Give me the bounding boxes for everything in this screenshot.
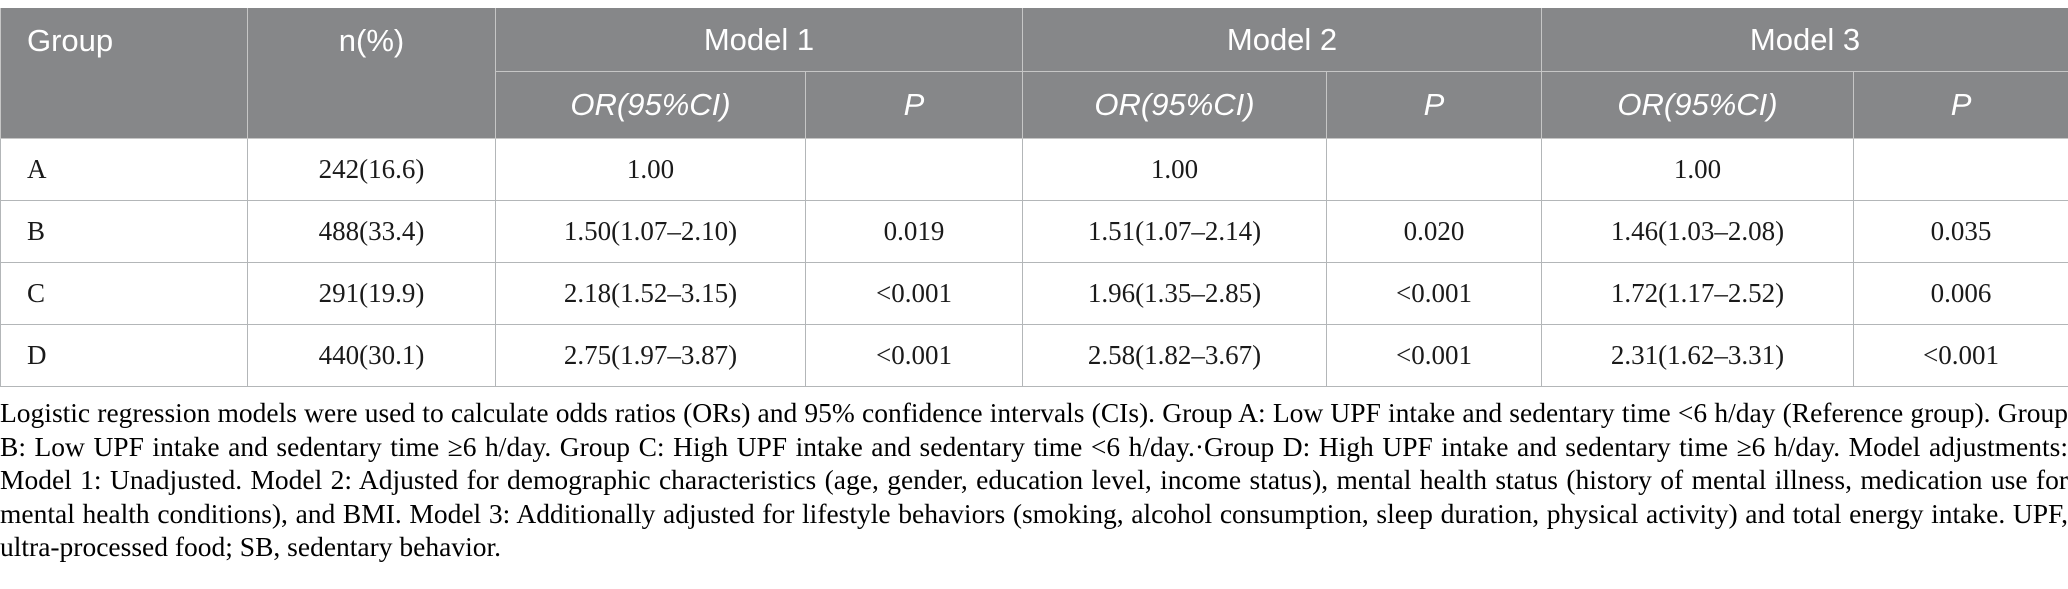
cell-model3-p: 0.035: [1853, 200, 2068, 263]
subheader-model1-or: OR(95%CI): [495, 71, 806, 139]
cell-model3-or: 1.72(1.17–2.52): [1541, 262, 1855, 325]
cell-n-pct: 440(30.1): [247, 324, 496, 387]
column-header-model-2: Model 2: [1022, 8, 1543, 72]
cell-model2-or: 2.58(1.82–3.67): [1022, 324, 1328, 387]
cell-group: D: [0, 324, 248, 387]
column-header-model-1: Model 1: [494, 8, 1024, 72]
cell-n-pct: 488(33.4): [247, 200, 496, 263]
column-header-n-pct: n(%): [247, 8, 496, 139]
cell-group: A: [0, 138, 248, 201]
table-row-group-d: D 440(30.1) 2.75(1.97–3.87) <0.001 2.58(…: [0, 324, 2068, 387]
header-row-2: OR(95%CI) P OR(95%CI) P OR(95%CI) P: [1, 71, 2068, 139]
subheader-model2-or: OR(95%CI): [1022, 71, 1328, 139]
cell-model1-or: 1.00: [495, 138, 806, 201]
cell-model2-or: 1.51(1.07–2.14): [1022, 200, 1328, 263]
cell-model3-or: 1.46(1.03–2.08): [1541, 200, 1855, 263]
cell-model2-or: 1.00: [1022, 138, 1328, 201]
subheader-model3-p: P: [1853, 71, 2068, 139]
cell-model2-p: 0.020: [1326, 200, 1543, 263]
cell-group: B: [0, 200, 248, 263]
cell-model1-or: 2.18(1.52–3.15): [495, 262, 806, 325]
cell-n-pct: 291(19.9): [247, 262, 496, 325]
header-row-1: Group n(%) Model 1 Model 2 Model 3: [0, 8, 2068, 139]
cell-model3-p: 0.006: [1853, 262, 2068, 325]
cell-model3-or: 1.00: [1541, 138, 1855, 201]
table-footnote: Logistic regression models were used to …: [0, 397, 2068, 562]
subheader-model1-p: P: [804, 71, 1024, 139]
table-row-group-b: B 488(33.4) 1.50(1.07–2.10) 0.019 1.51(1…: [0, 200, 2068, 263]
cell-model1-p: <0.001: [804, 324, 1024, 387]
cell-model2-p: [1326, 138, 1543, 201]
subheader-model2-p: P: [1326, 71, 1543, 139]
cell-model1-p: <0.001: [804, 262, 1024, 325]
cell-model2-or: 1.96(1.35–2.85): [1022, 262, 1328, 325]
table-row-group-a: A 242(16.6) 1.00 1.00 1.00: [0, 138, 2068, 201]
subheader-model3-or: OR(95%CI): [1541, 71, 1855, 139]
table-body: A 242(16.6) 1.00 1.00 1.00 B 488(33.4) 1…: [0, 138, 2068, 387]
column-header-model-3: Model 3: [1541, 8, 2068, 72]
cell-model3-or: 2.31(1.62–3.31): [1541, 324, 1855, 387]
cell-model3-p: <0.001: [1853, 324, 2068, 387]
cell-model1-or: 1.50(1.07–2.10): [495, 200, 806, 263]
cell-model1-or: 2.75(1.97–3.87): [495, 324, 806, 387]
cell-model1-p: [804, 138, 1024, 201]
cell-model3-p: [1853, 138, 2068, 201]
cell-n-pct: 242(16.6): [247, 138, 496, 201]
table-header: Group n(%) Model 1 Model 2 Model 3 OR(95…: [0, 8, 2068, 139]
column-header-group: Group: [0, 8, 248, 139]
regression-results-table: Group n(%) Model 1 Model 2 Model 3 OR(95…: [0, 8, 2068, 387]
cell-group: C: [0, 262, 248, 325]
table-row-group-c: C 291(19.9) 2.18(1.52–3.15) <0.001 1.96(…: [0, 262, 2068, 325]
cell-model2-p: <0.001: [1326, 262, 1543, 325]
cell-model1-p: 0.019: [804, 200, 1024, 263]
cell-model2-p: <0.001: [1326, 324, 1543, 387]
page: Group n(%) Model 1 Model 2 Model 3 OR(95…: [0, 8, 2068, 562]
